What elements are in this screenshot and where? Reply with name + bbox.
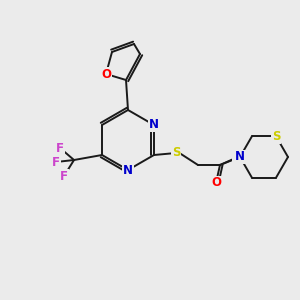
Text: N: N xyxy=(123,164,133,176)
Text: F: F xyxy=(56,142,64,154)
Text: O: O xyxy=(211,176,221,190)
Text: N: N xyxy=(235,151,245,164)
Text: F: F xyxy=(52,155,60,169)
Text: S: S xyxy=(272,130,280,143)
Text: N: N xyxy=(233,151,243,164)
Text: O: O xyxy=(101,68,111,80)
Text: N: N xyxy=(149,118,159,131)
Text: S: S xyxy=(172,146,180,160)
Text: F: F xyxy=(60,169,68,182)
